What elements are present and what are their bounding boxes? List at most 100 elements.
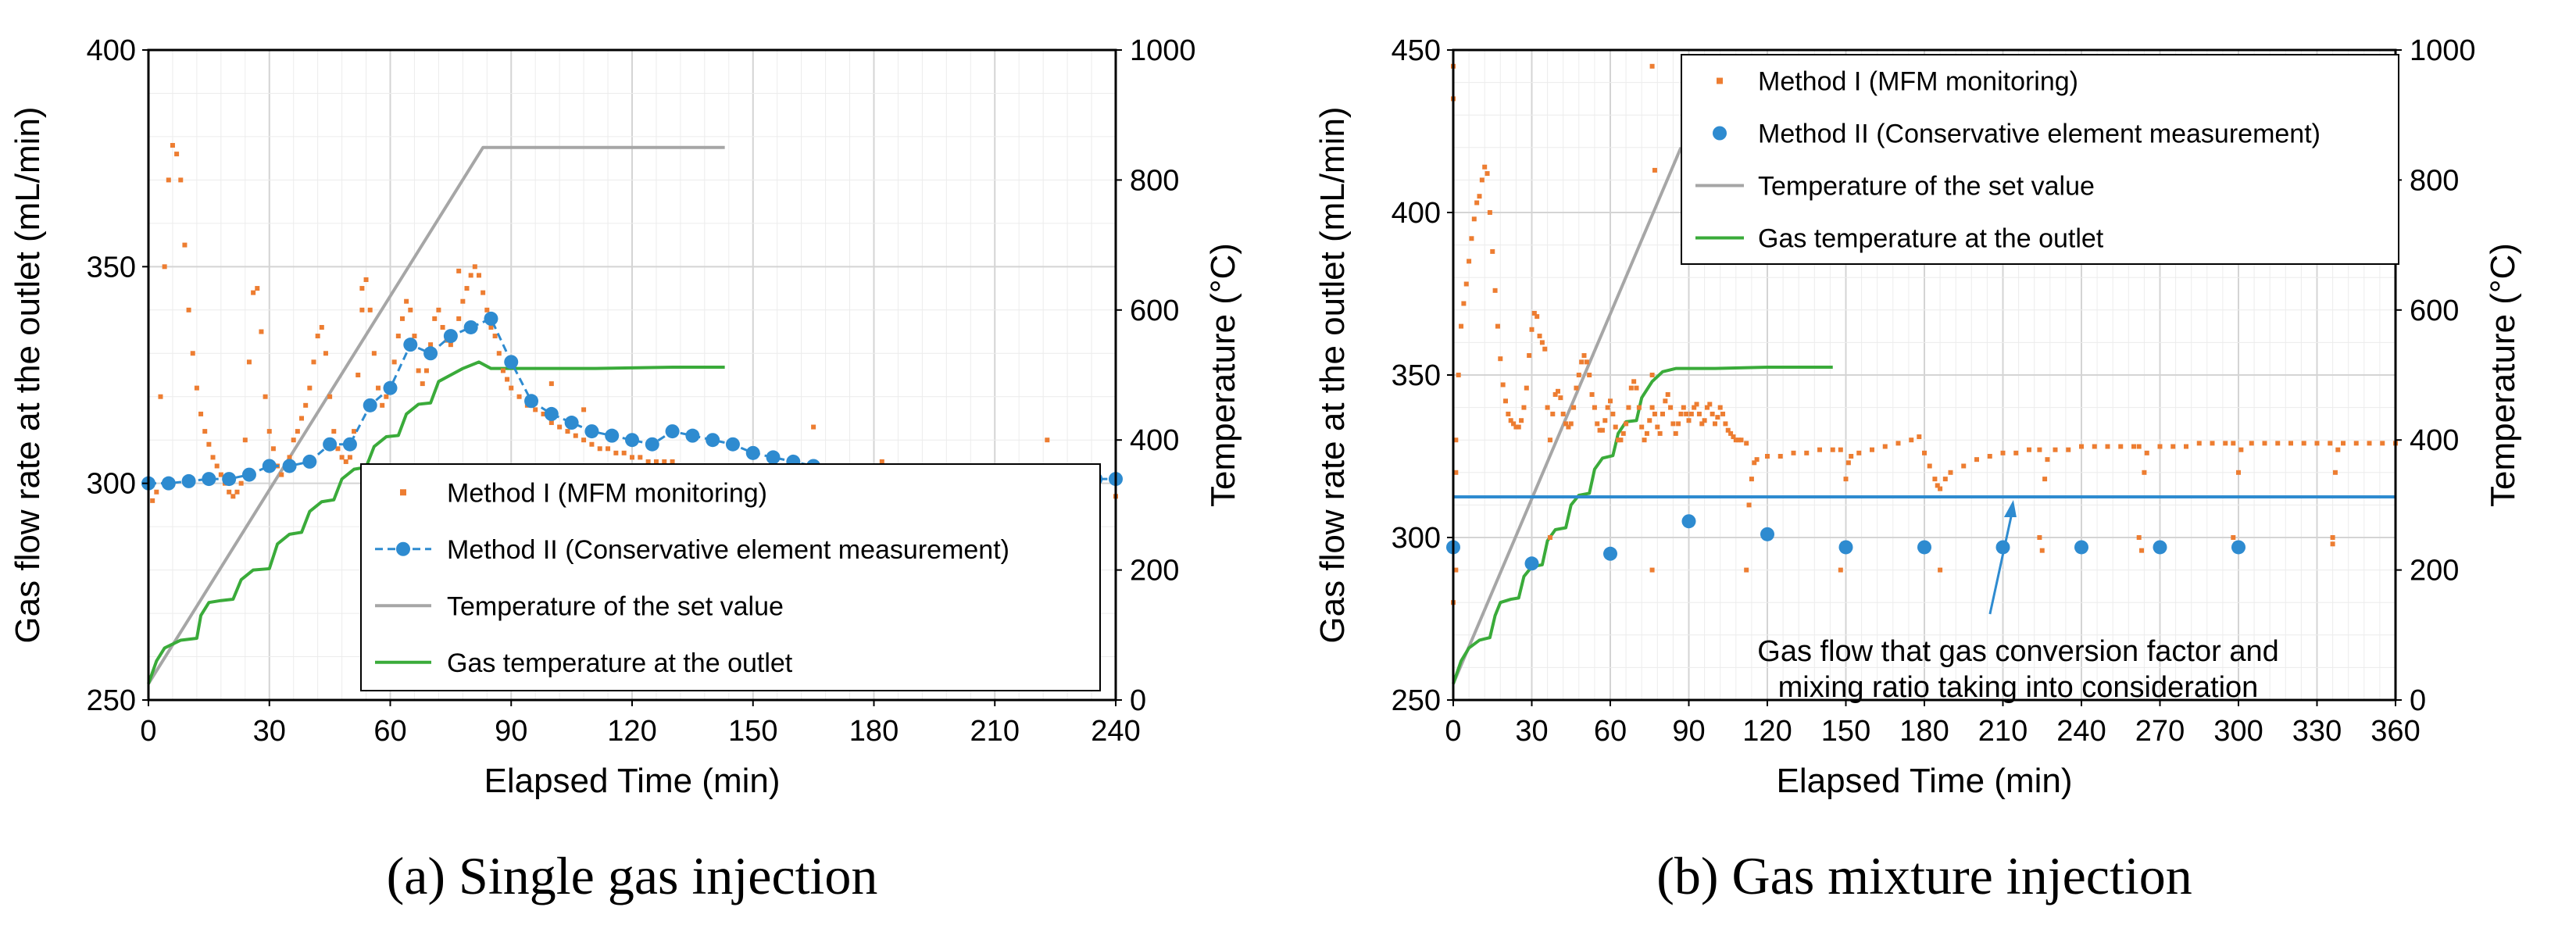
panel-b-series-2-line	[1452, 147, 1683, 684]
panel-b-series-0-point	[2136, 535, 2142, 540]
panel-b-series-0-point	[1474, 200, 1480, 205]
panel-a-series-0-point	[352, 429, 357, 434]
panel-b-series-0-point	[1838, 567, 1843, 573]
panel-b-series-0-point	[1592, 405, 1597, 410]
panel-a-series-0-point	[251, 290, 256, 295]
panel-b-series-0-point	[1453, 567, 1459, 573]
panel-b-series-0-point	[1974, 457, 1979, 462]
panel-b-series-0-point	[1463, 281, 1469, 287]
panel-a-series-1-marker	[302, 454, 317, 469]
panel-b-series-0-point	[1613, 424, 1618, 430]
panel-b-series-0-point	[2330, 535, 2335, 540]
panel-b-series-0-point	[1642, 438, 1647, 443]
panel-a-series-0-point	[331, 429, 337, 434]
panel-b-series-0-point	[1547, 535, 1552, 540]
panel-b-x-tick-label: 330	[2292, 715, 2342, 748]
panel-b-y2-tick-label: 1000	[2410, 34, 2476, 67]
panel-a-series-0-point	[198, 411, 204, 416]
panel-a-series-0-point	[488, 324, 494, 330]
panel-b-series-0-point	[1728, 430, 1734, 436]
panel-a-series-0-point	[259, 329, 264, 334]
panel-b-y2-tick-label: 200	[2410, 555, 2459, 588]
panel-b-series-0-point	[1723, 421, 1728, 427]
panel-a-series-0-point	[638, 455, 643, 460]
panel-a-series-0-point	[597, 446, 602, 452]
panel-b-series-0-point	[1589, 391, 1595, 397]
panel-b-series-0-point	[2053, 447, 2058, 452]
panel-b-legend-label: Gas temperature at the outlet	[1758, 224, 2104, 254]
panel-a-series-2-line	[147, 145, 725, 685]
panel-a-series-0-point	[270, 446, 276, 452]
panel-b-series-0-point	[1927, 463, 1932, 469]
panel-b-series-1-marker	[1524, 556, 1539, 571]
panel-b-series-0-point	[2079, 444, 2084, 449]
panel-b-series-0-point	[1649, 405, 1655, 410]
panel-b-series-0-point	[1584, 359, 1589, 365]
panel-b-series-0-point	[1938, 567, 1943, 573]
panel-a-series-0-point	[363, 277, 369, 282]
panel-a-series-1-marker	[564, 416, 579, 430]
panel-b-series-0-point	[1843, 477, 1849, 482]
panel-a-series-0-point	[428, 342, 434, 348]
panel-b-series-0-point	[1620, 430, 1626, 436]
panel-a-series-0-point	[589, 441, 595, 447]
panel-b-y-tick-label: 300	[1392, 522, 1441, 555]
panel-a-series-1-marker	[625, 433, 639, 448]
panel-b-series-0-point	[2027, 447, 2031, 452]
panel-a-series-0-point	[481, 290, 486, 295]
panel-b-series-0-point	[2144, 450, 2149, 455]
panel-b-series-0-point	[1684, 411, 1689, 416]
panel-b-series-0-point	[1636, 405, 1642, 410]
panel-b-series-0-point	[1524, 385, 1529, 391]
panel-a-series-1-marker	[544, 406, 559, 421]
panel-b-series-0-point	[1655, 424, 1660, 430]
panel-a-series-0-point	[456, 316, 462, 321]
panel-a-x-tick-label: 150	[728, 715, 777, 748]
panel-a-y2-tick-label: 0	[1130, 684, 1146, 717]
panel-a-y2-tick-label: 200	[1130, 555, 1179, 588]
panel-b-series-0-point	[2037, 535, 2042, 540]
panel-a-legend-label: Gas temperature at the outlet	[447, 648, 793, 678]
panel-a-x-tick-label: 180	[849, 715, 899, 748]
panel-b-x-tick-label: 210	[1978, 715, 2028, 748]
panel-a-series-3-line	[147, 360, 725, 684]
panel-a-legend: Method I (MFM monitoring) Method II (Cons…	[360, 463, 1101, 691]
panel-a-series-1-marker	[241, 467, 256, 482]
panel-b-series-0-point	[1531, 310, 1537, 316]
panel-b-y-tick-label: 400	[1392, 197, 1441, 230]
panel-b-series-0-point	[1461, 301, 1467, 306]
panel-b-series-0-point	[1817, 447, 1822, 452]
panel-b-series-0-point	[1634, 385, 1639, 391]
panel-b-series-0-point	[2335, 447, 2341, 452]
panel-b-series-0-point	[1754, 457, 1760, 462]
panel-b-series-0-point	[1644, 430, 1649, 436]
panel-b-series-0-point	[2136, 444, 2142, 449]
panel-b-series-0-point	[1717, 405, 1723, 410]
panel-b-x-tick-label: 0	[1445, 715, 1461, 748]
panel-b-series-0-point	[1610, 411, 1616, 416]
panel-b-series-0-point	[1909, 438, 1914, 443]
panel-a-series-0-point	[399, 316, 405, 321]
panel-a-series-1-marker	[463, 320, 478, 334]
panel-a-series-0-point	[347, 455, 352, 460]
panel-b-series-0-point	[1733, 438, 1738, 443]
panel-a-series-1-marker	[685, 428, 700, 443]
panel-b-series-0-point	[1503, 398, 1508, 404]
panel-b-series-0-point	[1686, 418, 1692, 423]
panel-b-series-0-point	[2013, 450, 2019, 455]
panel-b-series-0-point	[1765, 454, 1770, 459]
panel-b-y2-tick-label: 0	[2410, 684, 2426, 717]
panel-b-series-0-point	[1917, 434, 1922, 440]
panel-b-series-0-point	[1516, 424, 1521, 430]
panel-b-series-0-point	[1670, 421, 1676, 427]
panel-b-annotation-arrowhead	[2003, 500, 2017, 517]
panel-b-series-0-point	[1597, 427, 1602, 433]
panel-b-series-0-point	[1527, 353, 1532, 359]
panel-b-series-0-point	[1508, 418, 1513, 423]
panel-a-series-0-point	[468, 273, 473, 278]
panel-a-series-0-point	[190, 351, 195, 356]
panel-b-series-1-marker	[1995, 540, 2010, 555]
panel-b-legend-label: Temperature of the set value	[1758, 172, 2095, 202]
panel-a-series-0-point	[371, 351, 377, 356]
panel-b-series-0-point	[1482, 164, 1488, 170]
